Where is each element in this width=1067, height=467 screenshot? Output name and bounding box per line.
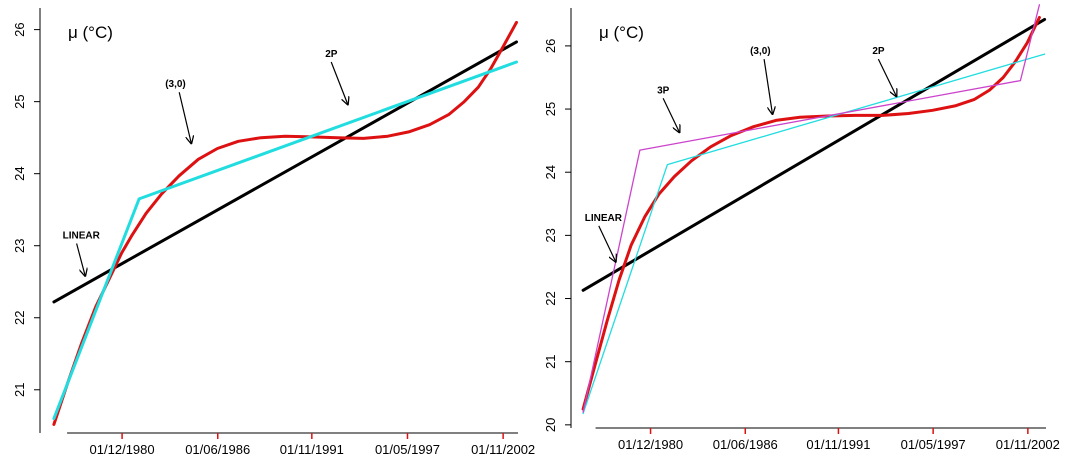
y-tick-label: 25 bbox=[12, 94, 27, 108]
y-axis-label: μ (°C) bbox=[68, 23, 113, 42]
x-tick-label: 01/05/1997 bbox=[901, 437, 966, 452]
right-chart-panel: 20 21 22 23 24 25 26 01/12/1980 01/06/1986 01/11/… bbox=[543, 4, 1060, 452]
annotation-arrow bbox=[330, 61, 348, 105]
annotation-arrow bbox=[763, 59, 772, 114]
x-tick-label: 01/11/2002 bbox=[996, 437, 1060, 452]
two-piece-fit-line bbox=[52, 60, 518, 421]
y-tick-label: 22 bbox=[543, 291, 558, 305]
y-tick-label: 26 bbox=[12, 22, 27, 36]
y-tick-label: 26 bbox=[543, 39, 558, 53]
cubic-fit-line bbox=[52, 20, 518, 426]
y-tick-label: 24 bbox=[12, 166, 27, 180]
annotation-arrow bbox=[598, 225, 616, 262]
annotation-label: LINEAR bbox=[585, 213, 623, 224]
x-tick-label: 01/11/2002 bbox=[471, 442, 535, 457]
x-tick-label: 01/06/1986 bbox=[185, 442, 250, 457]
y-tick-label: 23 bbox=[543, 228, 558, 242]
annotation-label: (3,0) bbox=[750, 46, 771, 57]
y-tick-label: 22 bbox=[12, 311, 27, 325]
x-tick-label: 01/06/1986 bbox=[713, 437, 778, 452]
annotation-label: (3,0) bbox=[165, 79, 186, 90]
y-tick-label: 21 bbox=[12, 383, 27, 397]
three-piece-fit-line bbox=[582, 4, 1041, 413]
x-tick-label: 01/05/1997 bbox=[375, 442, 440, 457]
x-tick-label: 01/12/1980 bbox=[90, 442, 155, 457]
annotation-arrow bbox=[662, 98, 679, 132]
linear-fit-line bbox=[52, 40, 518, 304]
annotation-label: 2P bbox=[872, 46, 885, 57]
y-tick-label: 21 bbox=[543, 354, 558, 368]
x-tick-label: 01/11/1991 bbox=[280, 442, 344, 457]
annotation-arrow bbox=[877, 58, 896, 96]
x-tick-label: 01/12/1980 bbox=[618, 437, 683, 452]
annotation-arrow bbox=[76, 243, 86, 276]
annotation-label: 2P bbox=[325, 49, 338, 60]
y-tick-label: 25 bbox=[543, 102, 558, 116]
annotation-label: 3P bbox=[657, 85, 670, 96]
y-tick-label: 24 bbox=[543, 165, 558, 179]
annotation-label: LINEAR bbox=[63, 231, 101, 242]
annotation-arrow bbox=[178, 92, 191, 143]
left-chart-panel: 21 22 23 24 25 26 01/12/1980 01/06/1986 01/11/19… bbox=[12, 8, 535, 457]
y-axis-label: μ (°C) bbox=[599, 23, 644, 42]
y-tick-label: 20 bbox=[543, 418, 558, 432]
two-piece-fit-line bbox=[582, 53, 1046, 415]
cubic-fit-line bbox=[581, 16, 1041, 411]
x-tick-label: 01/11/1991 bbox=[806, 437, 870, 452]
y-tick-label: 23 bbox=[12, 238, 27, 252]
linear-fit-line bbox=[581, 17, 1047, 292]
